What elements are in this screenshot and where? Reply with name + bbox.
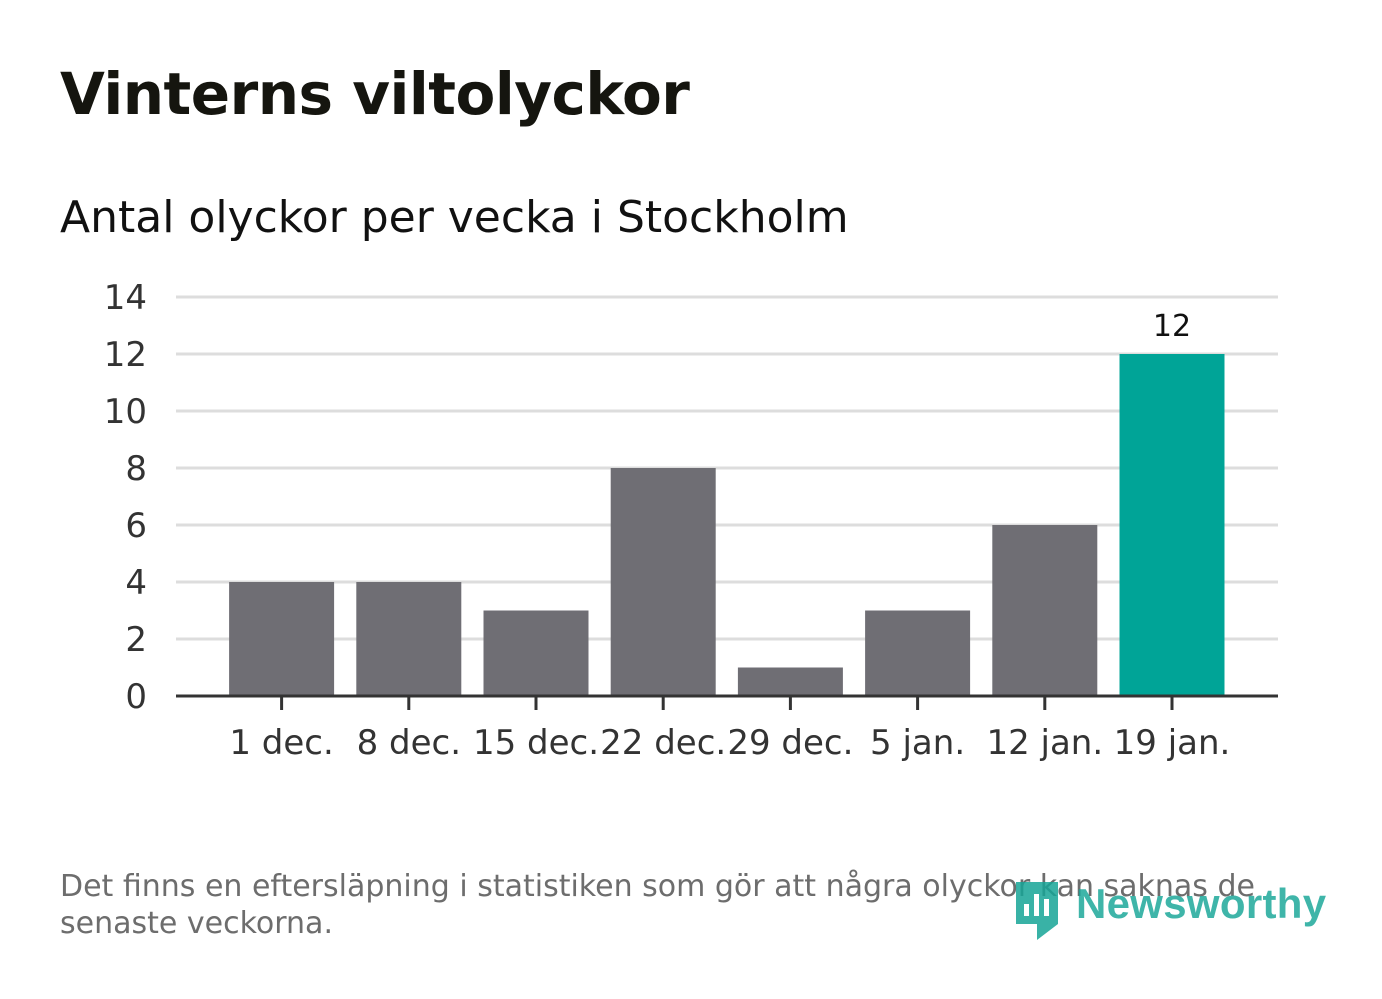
footnote: Det finns en eftersläpning i statistiken… [60,869,1255,941]
newsworthy-logo: Newsworthy [1012,878,1326,942]
chart-subtitle: Antal olyckor per vecka i Stockholm [60,192,849,243]
grid-lines [176,295,1278,641]
bar-6 [992,525,1098,696]
bar-4 [737,667,843,696]
x-tick-label: 22 dec. [600,723,726,763]
bar-7 [1119,354,1225,696]
y-tick-label: 2 [125,620,147,660]
y-tick-label: 0 [125,677,147,717]
x-tick-label: 19 jan. [1114,723,1231,763]
y-tick-label: 14 [104,278,147,318]
y-tick-label: 6 [125,506,147,546]
y-tick-label: 12 [104,335,147,375]
y-axis-ticks: 0 2 4 6 8 10 12 14 [104,278,147,717]
y-tick-label: 4 [125,563,147,603]
bar-2 [483,610,589,696]
bar-5 [865,610,971,696]
x-tick-label: 5 jan. [870,723,965,763]
x-tick-label: 8 dec. [357,723,461,763]
x-tick-label: 1 dec. [229,723,333,763]
x-tick-label: 29 dec. [727,723,853,763]
bar-1 [356,582,462,696]
x-tick-label: 15 dec. [473,723,599,763]
y-tick-label: 10 [104,392,147,432]
data-label: 12 [1153,309,1191,344]
bar-0 [229,582,335,696]
newsworthy-logo-icon [1016,882,1058,940]
x-tick-label: 12 jan. [986,723,1103,763]
x-axis-ticks: 1 dec. 8 dec. 15 dec. 22 dec. 29 dec. 5 jan. 1… [229,696,1230,763]
data-labels: 12 [1153,309,1191,344]
chart-title: Vinterns viltolyckor [60,60,690,128]
logo-text: Newsworthy [1076,880,1327,927]
bar-3 [610,468,716,696]
bars [229,354,1225,696]
y-tick-label: 8 [125,449,147,489]
